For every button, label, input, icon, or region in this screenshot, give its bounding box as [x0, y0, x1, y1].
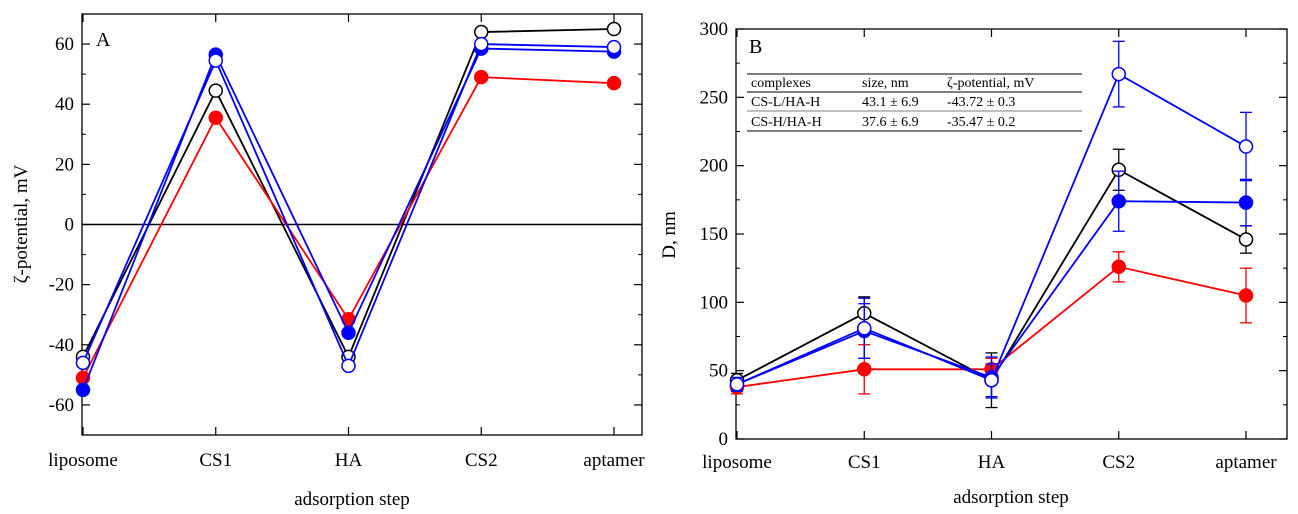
panel-b-x-ticks: liposome CS1 HA CS2 aptamer: [702, 29, 1277, 473]
x-tick-label: CS2: [1102, 452, 1135, 473]
y-tick-label: -20: [49, 275, 74, 296]
y-tick-label: 250: [700, 87, 729, 108]
table-cell: 37.6 ± 6.9: [862, 115, 919, 130]
data-point: [729, 377, 745, 392]
y-tick-label: -40: [49, 335, 74, 356]
panel-a-letter: A: [96, 29, 111, 51]
data-point: [1238, 195, 1254, 210]
panel-b-y-axis-title: D, nm: [659, 211, 680, 259]
x-tick-label: CS1: [848, 452, 881, 473]
data-point: [341, 358, 356, 374]
y-tick-label: 300: [700, 19, 729, 40]
data-point: [341, 325, 356, 341]
panel-a-series: [75, 21, 642, 398]
data-point: [474, 69, 489, 85]
table-cell: CS-L/HA-H: [751, 95, 820, 110]
panel-b-series: [729, 40, 1254, 409]
panel-b-x-axis-title: adsorption step: [953, 487, 1069, 508]
data-point: [208, 53, 223, 68]
y-tick-label: 150: [700, 224, 729, 245]
x-tick-label: aptamer: [1215, 452, 1277, 473]
y-tick-label: 0: [65, 215, 75, 236]
data-point: [1111, 259, 1126, 275]
data-point: [75, 382, 91, 398]
table-cell: -43.72 ± 0.3: [947, 95, 1015, 110]
data-point: [1238, 288, 1254, 303]
x-tick-label: liposome: [48, 450, 118, 471]
data-point: [1111, 66, 1126, 82]
data-point: [606, 75, 622, 91]
data-point: [75, 355, 91, 371]
data-point: [1238, 139, 1254, 154]
panel-a-y-axis-title: ζ-potential, mV: [11, 164, 32, 283]
x-tick-label: CS1: [199, 450, 232, 471]
series-3: [729, 40, 1254, 398]
y-tick-label: 0: [719, 429, 729, 450]
y-tick-label: 200: [700, 156, 729, 177]
panel-b-letter: B: [749, 36, 762, 58]
panel-b-inset-table: complexes size, nm ζ-potential, mV CS-L/…: [747, 73, 1082, 132]
data-point: [857, 362, 872, 377]
table-header-size: size, nm: [862, 76, 909, 91]
series-line: [82, 28, 615, 359]
data-point: [1238, 232, 1254, 247]
series-3: [75, 36, 622, 374]
y-tick-label: 100: [700, 292, 729, 313]
x-tick-label: CS2: [465, 450, 498, 471]
x-tick-label: HA: [335, 450, 363, 471]
data-point: [606, 21, 622, 37]
data-point: [474, 36, 489, 52]
data-point: [857, 321, 872, 336]
x-tick-label: liposome: [702, 452, 772, 473]
x-tick-label: HA: [978, 452, 1006, 473]
y-tick-label: 60: [55, 34, 74, 55]
table-header-complexes: complexes: [751, 76, 811, 91]
data-point: [474, 24, 489, 40]
panel-a-x-axis-title: adsorption step: [294, 489, 410, 510]
panel-a-y-ticks: -60 -40 -20 0 20 40 60: [49, 34, 642, 416]
table-cell: CS-H/HA-H: [751, 115, 822, 130]
table-header-zeta: ζ-potential, mV: [947, 76, 1034, 91]
series-2: [75, 41, 622, 398]
x-tick-label: aptamer: [583, 450, 645, 471]
y-tick-label: 20: [55, 154, 74, 175]
data-point: [984, 372, 999, 388]
panel-a-zeta-potential-chart: A adsorption step ζ-potential, mV -60 -40…: [11, 13, 645, 510]
table-cell: 43.1 ± 6.9: [862, 95, 919, 110]
table-cell: -35.47 ± 0.2: [947, 115, 1015, 130]
y-tick-label: -60: [49, 395, 74, 416]
data-point: [208, 110, 223, 125]
panel-a-x-ticks: liposome CS1 HA CS2 aptamer: [48, 14, 645, 471]
y-tick-label: 50: [709, 361, 728, 382]
y-tick-label: 40: [55, 94, 74, 115]
panel-b-diameter-chart: B adsorption step D, nm 0 50 100 150 200 250 3…: [659, 19, 1288, 508]
data-point: [1111, 193, 1126, 209]
data-point: [208, 83, 223, 98]
panel-b-y-ticks: 0 50 100 150 200 250 300: [700, 19, 1287, 450]
data-point: [606, 39, 622, 55]
